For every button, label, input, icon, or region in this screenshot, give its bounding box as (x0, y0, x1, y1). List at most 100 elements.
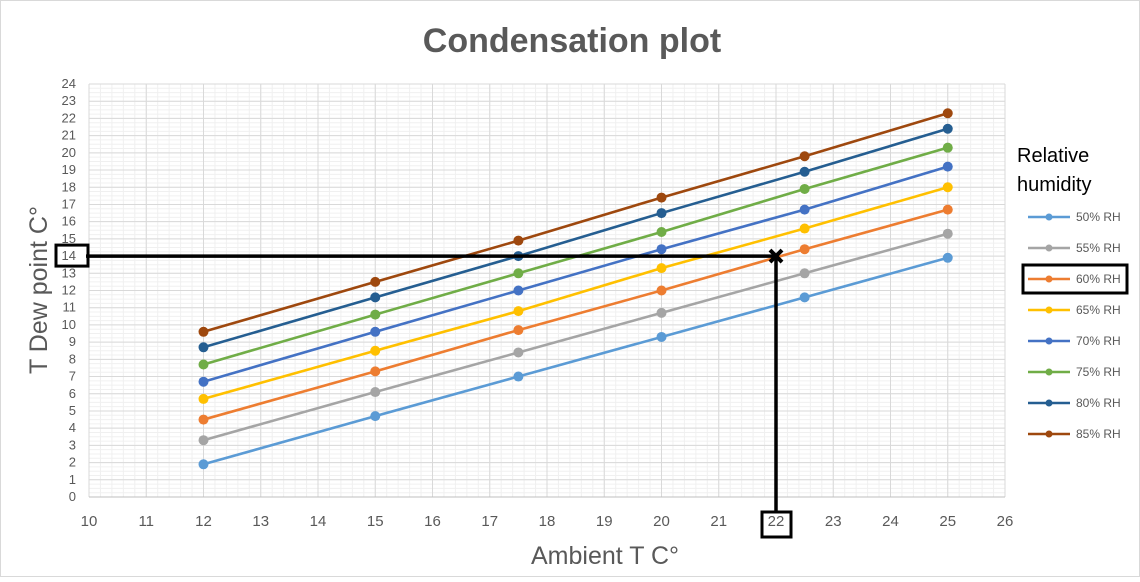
legend-title-line-2: humidity (1017, 174, 1091, 196)
plot-grid (88, 83, 1006, 498)
data-point (942, 161, 953, 172)
legend-swatch-marker (1045, 368, 1053, 376)
data-point (656, 307, 667, 318)
legend-label: 80% RH (1076, 396, 1121, 410)
data-point (656, 208, 667, 219)
legend-label: 55% RH (1076, 241, 1121, 255)
legend-label: 50% RH (1076, 210, 1121, 224)
chart-title: Condensation plot (423, 22, 721, 60)
legend-label: 85% RH (1076, 427, 1121, 441)
y-tick-label: 24 (62, 76, 76, 91)
data-point (513, 371, 524, 382)
data-point (513, 306, 524, 317)
data-point (942, 204, 953, 215)
legend-label: 60% RH (1076, 272, 1121, 286)
data-point (799, 268, 810, 279)
legend-swatch-marker (1045, 306, 1053, 314)
data-point (799, 244, 810, 255)
legend-swatch-marker (1045, 244, 1053, 252)
series-line (203, 165, 949, 383)
y-tick-label: 15 (62, 231, 76, 246)
data-point (370, 411, 381, 422)
legend: Relative humidity 50% RH 55% RH 60% RH 65% … (1017, 145, 1129, 441)
x-tick-label: 17 (481, 513, 498, 530)
series-lines (198, 108, 953, 470)
y-tick-label: 11 (63, 300, 77, 315)
y-tick-label: 18 (62, 179, 76, 194)
y-tick-label: 1 (69, 472, 76, 487)
data-point (656, 331, 667, 342)
x-tick-label: 10 (81, 513, 98, 530)
data-point (370, 387, 381, 398)
x-tick-label: 25 (939, 513, 956, 530)
annotation-x-marker (768, 248, 784, 264)
y-tick-label: 22 (62, 110, 76, 125)
y-tick-label: 13 (62, 265, 76, 280)
series-line (203, 127, 949, 349)
data-point (799, 204, 810, 215)
data-point (198, 435, 209, 446)
data-point (513, 235, 524, 246)
y-axis-label: T Dew point C° (25, 206, 53, 374)
data-point (942, 182, 953, 193)
legend-title-line-1: Relative (1017, 145, 1089, 167)
y-tick-label: 4 (69, 420, 76, 435)
series-line (203, 186, 949, 401)
data-point (799, 166, 810, 177)
data-point (513, 325, 524, 336)
legend-label: 70% RH (1076, 334, 1121, 348)
x-tick-label: 11 (138, 513, 154, 530)
data-point (370, 292, 381, 303)
y-tick-label: 19 (62, 162, 76, 177)
x-tick-label: 22 (768, 513, 785, 530)
annotation-layer (54, 243, 793, 539)
y-tick-label: 6 (69, 386, 76, 401)
x-axis-label: Ambient T C° (531, 542, 679, 570)
y-tick-label: 3 (69, 437, 76, 452)
data-point (198, 342, 209, 353)
x-tick-label: 14 (310, 513, 327, 530)
legend-swatch-marker (1045, 399, 1053, 407)
y-tick-label: 10 (62, 317, 76, 332)
x-tick-label: 20 (653, 513, 670, 530)
y-tick-label: 7 (69, 369, 76, 384)
data-point (370, 309, 381, 320)
y-tick-label: 0 (69, 489, 76, 504)
legend-label: 65% RH (1076, 303, 1121, 317)
data-point (656, 285, 667, 296)
data-point (656, 244, 667, 255)
data-point (656, 263, 667, 274)
data-point (799, 292, 810, 303)
data-point (370, 345, 381, 356)
data-point (656, 226, 667, 237)
x-tick-label: 15 (367, 513, 384, 530)
highlighted-x-tick-box (760, 510, 793, 539)
y-tick-label: 5 (69, 403, 76, 418)
series-line (203, 232, 949, 442)
y-tick-label: 16 (62, 214, 76, 229)
data-point (513, 268, 524, 279)
x-tick-label: 18 (539, 513, 556, 530)
y-tick-label: 21 (62, 128, 76, 143)
axis-ticks: 10 11 12 13 14 15 16 17 18 19 20 21 22 23 24 25 26012345… (62, 76, 1014, 530)
data-point (656, 192, 667, 203)
data-point (198, 459, 209, 470)
series-line (203, 146, 949, 366)
y-tick-label: 20 (62, 145, 76, 160)
data-point (942, 123, 953, 134)
data-point (513, 347, 524, 358)
series-line (203, 208, 949, 421)
data-point (198, 393, 209, 404)
legend-swatch-marker (1045, 275, 1053, 283)
legend-title: Relative humidity (1017, 145, 1095, 196)
x-tick-label: 13 (252, 513, 269, 530)
data-point (370, 366, 381, 377)
y-tick-label: 23 (62, 93, 76, 108)
data-point (799, 151, 810, 162)
legend-swatch-marker (1045, 337, 1053, 345)
y-tick-label: 17 (62, 196, 76, 211)
x-tick-label: 24 (882, 513, 899, 530)
data-point (370, 326, 381, 337)
